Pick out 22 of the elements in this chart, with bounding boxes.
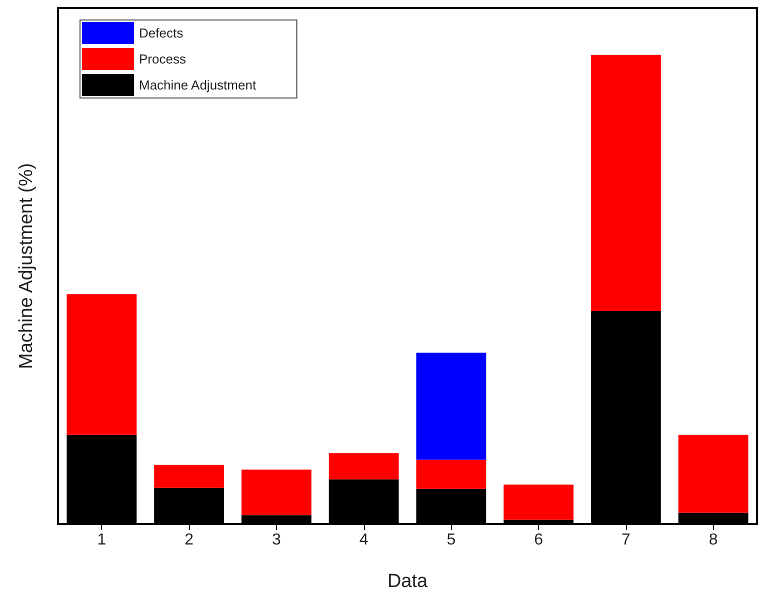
x-tick-label: 5: [446, 532, 456, 548]
legend-label: Defects: [139, 26, 184, 40]
bar: [241, 470, 312, 516]
bar: [154, 464, 224, 488]
x-tick-label: 6: [534, 532, 544, 548]
bar: [66, 294, 137, 435]
x-tick-label: 4: [359, 532, 368, 548]
bar: [328, 453, 399, 480]
bar: [416, 460, 486, 489]
bar: [504, 484, 574, 520]
bar: [590, 54, 661, 312]
x-tick-label: 2: [184, 532, 194, 548]
y-axis-title: Machine Adjustment (%): [16, 163, 37, 369]
x-tick-label: 3: [272, 532, 281, 548]
bar: [678, 434, 748, 513]
x-tick-label: 8: [708, 532, 718, 548]
legend-label: Machine Adjustment: [139, 78, 256, 92]
x-tick-label: 7: [621, 532, 630, 548]
bar: [416, 352, 486, 460]
x-tick-label: 1: [97, 532, 106, 548]
legend-label: Process: [139, 52, 186, 66]
x-axis-title: Data: [387, 571, 428, 592]
